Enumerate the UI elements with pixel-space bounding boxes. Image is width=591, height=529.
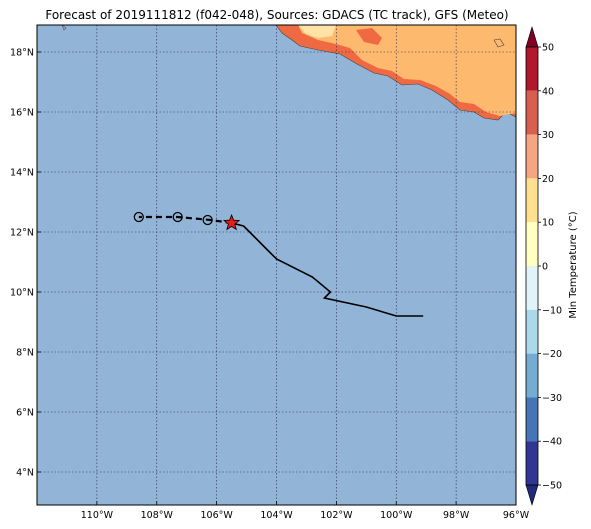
map-title: Forecast of 2019111812 (f042-048), Sourc… bbox=[45, 8, 508, 22]
x-tick-label: 106°W bbox=[200, 510, 233, 521]
colorbar-band bbox=[526, 222, 538, 266]
colorbar-tick-label: −50 bbox=[542, 481, 562, 492]
y-tick-label: 18°N bbox=[10, 48, 34, 59]
y-tick-label: 6°N bbox=[16, 408, 34, 419]
colorbar-band bbox=[526, 134, 538, 179]
x-tick-label: 98°W bbox=[443, 510, 470, 521]
map-panel: 110°W 108°W 106°W 104°W 102°W 100°W 98°W 96°W 4… bbox=[10, 24, 530, 521]
colorbar-band bbox=[526, 47, 538, 91]
y-tick-label: 4°N bbox=[16, 468, 34, 479]
colorbar-band bbox=[526, 441, 538, 485]
graticule bbox=[37, 25, 516, 505]
land-warm-patch bbox=[356, 28, 382, 45]
land-mild-region bbox=[298, 25, 336, 38]
colorbar-tick-label: 20 bbox=[542, 174, 554, 185]
x-tick-label: 100°W bbox=[380, 510, 413, 521]
latitude-axis: 4°N 6°N 8°N 10°N 12°N 14°N 16°N 18°N bbox=[10, 48, 41, 479]
forecast-position-marker bbox=[202, 214, 213, 226]
colorbar-tick-label: 50 bbox=[542, 43, 554, 54]
colorbar-extend-bottom bbox=[525, 484, 539, 507]
coast-fragment bbox=[61, 25, 67, 31]
colorbar-extend-top bbox=[525, 25, 539, 48]
colorbar-tick-label: 30 bbox=[542, 130, 554, 141]
colorbar-tick-label: 10 bbox=[542, 218, 554, 229]
colorbar-band bbox=[526, 90, 538, 135]
observed-track-line bbox=[231, 222, 424, 317]
colorbar-tick-label: 40 bbox=[542, 86, 554, 97]
colorbar: 50 40 30 20 10 0 −10 −20 −30 −40 −50 bbox=[525, 25, 562, 507]
y-tick-label: 10°N bbox=[10, 288, 34, 299]
x-tick-label: 96°W bbox=[503, 510, 530, 521]
colorbar-tick-label: −30 bbox=[542, 393, 562, 404]
x-tick-label: 104°W bbox=[260, 510, 293, 521]
colorbar-band bbox=[526, 353, 538, 398]
cyclone-track bbox=[133, 211, 424, 317]
colorbar-tick-label: −10 bbox=[542, 305, 562, 316]
forecast-position-marker bbox=[133, 211, 144, 223]
land-hot-region bbox=[298, 25, 516, 116]
colorbar-band bbox=[526, 309, 538, 354]
x-tick-label: 108°W bbox=[141, 510, 174, 521]
current-position-star bbox=[222, 213, 241, 231]
colorbar-band bbox=[526, 397, 538, 442]
y-tick-label: 8°N bbox=[16, 348, 34, 359]
forecast-position-marker bbox=[172, 211, 183, 223]
colorbar-band bbox=[526, 178, 538, 223]
colorbar-tick-label: 0 bbox=[542, 262, 548, 273]
y-tick-label: 16°N bbox=[10, 108, 34, 119]
y-tick-label: 12°N bbox=[10, 228, 34, 239]
x-tick-label: 110°W bbox=[81, 510, 114, 521]
colorbar-band bbox=[526, 266, 538, 310]
colorbar-label: Min Temperature (°C) bbox=[568, 211, 579, 318]
forecast-track-line bbox=[138, 215, 232, 225]
longitude-axis: 110°W 108°W 106°W 104°W 102°W 100°W 98°W 96°W bbox=[81, 501, 530, 521]
colorbar-tick-label: −20 bbox=[542, 349, 562, 360]
colorbar-tick-label: −40 bbox=[542, 437, 562, 448]
y-tick-label: 14°N bbox=[10, 168, 34, 179]
x-tick-label: 102°W bbox=[320, 510, 353, 521]
lake-outline bbox=[493, 38, 505, 48]
